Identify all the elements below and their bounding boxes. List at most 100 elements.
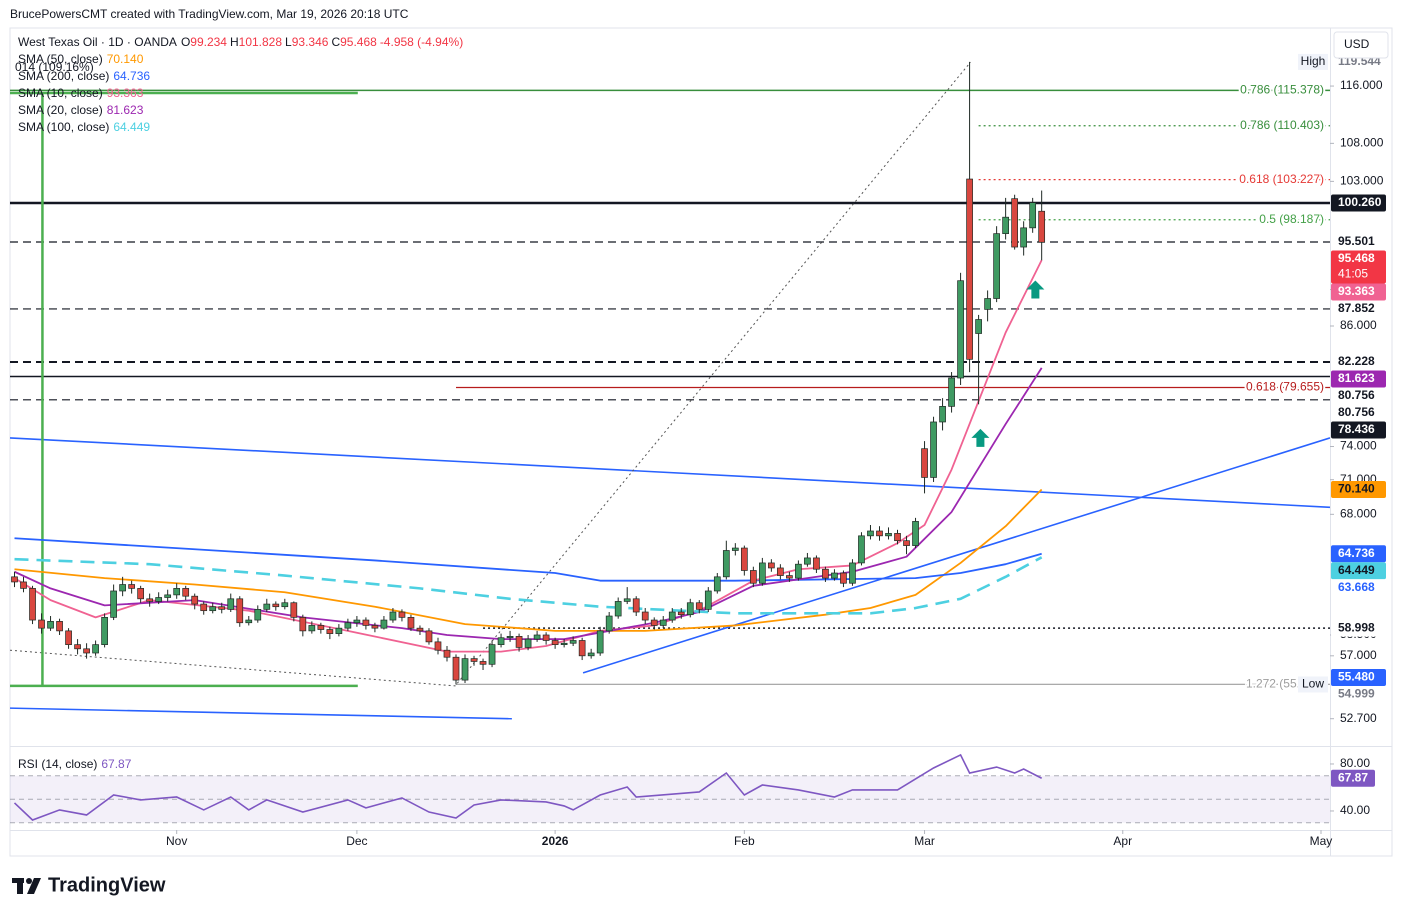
candle-body: [840, 572, 847, 584]
candle-body: [921, 448, 928, 478]
legend-row: SMA (200, close) 64.736: [18, 68, 467, 85]
currency: USD: [1344, 37, 1370, 51]
candle-body: [786, 575, 793, 579]
candle-body: [722, 550, 730, 578]
candle-body: [740, 547, 748, 571]
extreme-label: High: [1301, 54, 1326, 68]
candle-body: [1011, 198, 1018, 248]
ohlc: L93.346: [285, 35, 328, 49]
legend-name: RSI (14, close): [18, 757, 98, 771]
price-label-box: [1331, 545, 1386, 563]
ohlc: O99.234: [181, 35, 227, 49]
candle-body: [119, 584, 126, 592]
candle-body: [795, 563, 802, 579]
candle-body: [182, 588, 190, 597]
candle-body: [885, 533, 892, 537]
fib-label: 0.786 (110.403): [1240, 118, 1324, 132]
candle-body: [1020, 227, 1028, 248]
candle-body: [344, 622, 352, 629]
candle-body: [777, 567, 784, 576]
candle-body: [614, 601, 622, 617]
candle-body: [236, 598, 244, 624]
candle-body: [984, 298, 991, 310]
candle-body: [452, 656, 460, 681]
candle-body: [912, 521, 919, 546]
candle-body: [975, 319, 982, 334]
candle-body: [101, 617, 108, 645]
candle-body: [272, 603, 280, 608]
candle-body: [38, 619, 45, 629]
price-label: 93.363: [1338, 284, 1375, 298]
y-tick-label: 103.000: [1340, 174, 1384, 188]
legend-value: 67.87: [101, 757, 132, 771]
candle-body: [128, 584, 135, 589]
price-label-box: [1331, 579, 1386, 597]
candle-body: [47, 621, 54, 629]
candle-body: [74, 644, 81, 650]
y-tick-label: 57.000: [1340, 648, 1377, 662]
candle-body: [191, 595, 199, 605]
candle-body: [380, 619, 388, 629]
candle-body: [362, 619, 370, 626]
main-pane: 0.786 (115.378) 0.786 (110.403) 0.618 (103…: [10, 61, 1330, 720]
price-label: 55.480: [1338, 670, 1375, 684]
candle-body: [587, 652, 595, 657]
sma-line: [14, 556, 1043, 615]
y-tick-label: 116.000: [1340, 78, 1383, 92]
candle-body: [353, 619, 361, 624]
x-tick-label: Mar: [914, 834, 935, 848]
candle-body: [254, 609, 262, 621]
ohlc-value: 95.468: [340, 35, 377, 49]
candle-body: [939, 406, 946, 423]
candle-body: [227, 598, 235, 610]
candle-body: [957, 280, 964, 379]
candle-body: [461, 658, 469, 681]
price-label-box: [1331, 685, 1386, 703]
x-tick-label: Feb: [734, 834, 755, 848]
price-label-box: [1331, 300, 1386, 318]
candle-body: [1038, 210, 1046, 243]
price-label-box: [1331, 404, 1386, 422]
candle-body: [56, 621, 63, 632]
candle-body: [83, 648, 90, 654]
trend-line: [582, 437, 1330, 674]
candle-body: [551, 640, 559, 645]
legend-title: West Texas Oil · 1D · OANDA: [18, 35, 177, 49]
header: BrucePowersCMT created with TradingView.…: [10, 7, 409, 21]
price-legend: West Texas Oil · 1D · OANDA O99.234 H101.8…: [18, 34, 467, 136]
price-label-box: [1331, 250, 1386, 284]
rsi-line: [13, 753, 1043, 821]
logo-icon: [12, 878, 41, 894]
x-tick-label: Dec: [346, 834, 367, 848]
candle-body: [578, 640, 586, 657]
countdown: 41:05: [1338, 267, 1368, 281]
candle-body: [867, 530, 874, 537]
annotation: 014 (109.16%): [15, 60, 94, 74]
price-label-box: [1331, 233, 1386, 251]
legend-row: West Texas Oil · 1D · OANDA O99.234 H101.8…: [18, 34, 467, 51]
price-label: 81.623: [1338, 371, 1375, 385]
candle-body: [804, 557, 811, 565]
fib-label: 0.618 (103.227): [1239, 172, 1324, 186]
ohlc-prefix: L: [285, 35, 292, 49]
candle-body: [515, 636, 523, 648]
legend-row: SMA (100, close) 64.449: [18, 119, 467, 136]
candle-body: [623, 598, 631, 602]
sma-line: [14, 488, 1043, 632]
candle-body: [281, 602, 289, 608]
price-label: 58.998: [1338, 620, 1375, 634]
candle-body: [308, 625, 316, 632]
candle-body: [1002, 216, 1009, 234]
candle-body: [695, 602, 703, 610]
candle-body: [389, 611, 397, 621]
candle-body: [948, 377, 955, 407]
price-label: 80.756: [1338, 405, 1375, 419]
trend-line: [10, 437, 1330, 509]
ohlc-value: 101.828: [238, 35, 283, 49]
candle-body: [650, 619, 658, 626]
ohlc-prefix: O: [180, 35, 191, 49]
candle-body: [813, 557, 820, 570]
price-label: 95.501: [1338, 234, 1375, 248]
candle-body: [668, 611, 676, 621]
legend-value: 64.736: [113, 69, 151, 83]
